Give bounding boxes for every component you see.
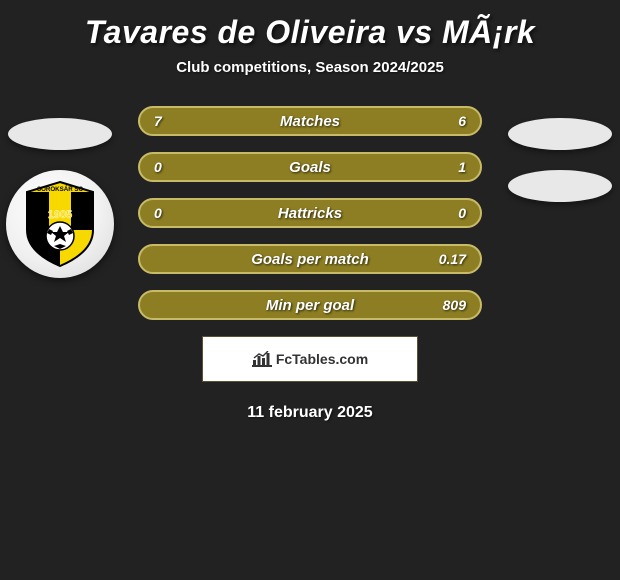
stat-right-value: 0.17 xyxy=(439,251,466,267)
stat-row-goals: 0 Goals 1 xyxy=(138,152,482,182)
soroksar-badge-icon: SOROKSÁR SC 1905 xyxy=(21,180,99,268)
page-subtitle: Club competitions, Season 2024/2025 xyxy=(0,59,620,106)
right-player-photo-placeholder xyxy=(508,118,612,150)
stat-right-value: 0 xyxy=(458,205,466,221)
stat-left-value: 0 xyxy=(154,205,162,221)
svg-text:1905: 1905 xyxy=(48,209,72,221)
stat-label: Matches xyxy=(140,113,480,130)
stat-row-matches: 7 Matches 6 xyxy=(138,106,482,136)
stat-label: Hattricks xyxy=(140,205,480,222)
stats-bars: 7 Matches 6 0 Goals 1 0 Hattricks 0 Goal… xyxy=(138,106,482,320)
stat-row-hattricks: 0 Hattricks 0 xyxy=(138,198,482,228)
stat-left-value: 7 xyxy=(154,113,162,129)
left-team-badge: SOROKSÁR SC 1905 xyxy=(6,170,114,278)
stat-right-value: 6 xyxy=(458,113,466,129)
left-player-column: SOROKSÁR SC 1905 xyxy=(0,118,120,278)
stat-label: Min per goal xyxy=(140,297,480,314)
left-player-photo-placeholder xyxy=(8,118,112,150)
stat-label: Goals xyxy=(140,159,480,176)
stat-row-goals-per-match: Goals per match 0.17 xyxy=(138,244,482,274)
svg-text:SOROKSÁR SC: SOROKSÁR SC xyxy=(37,186,84,193)
stat-left-value: 0 xyxy=(154,159,162,175)
page-date: 11 february 2025 xyxy=(0,382,620,422)
footer-attribution[interactable]: FcTables.com xyxy=(202,336,418,382)
stat-label: Goals per match xyxy=(140,251,480,268)
right-team-badge-placeholder xyxy=(508,170,612,202)
stat-right-value: 1 xyxy=(458,159,466,175)
page-title: Tavares de Oliveira vs MÃ¡rk xyxy=(0,0,620,59)
right-player-column xyxy=(500,118,620,222)
stat-right-value: 809 xyxy=(443,297,466,313)
bar-chart-icon xyxy=(252,351,272,367)
stat-row-min-per-goal: Min per goal 809 xyxy=(138,290,482,320)
footer-label: FcTables.com xyxy=(276,351,368,367)
